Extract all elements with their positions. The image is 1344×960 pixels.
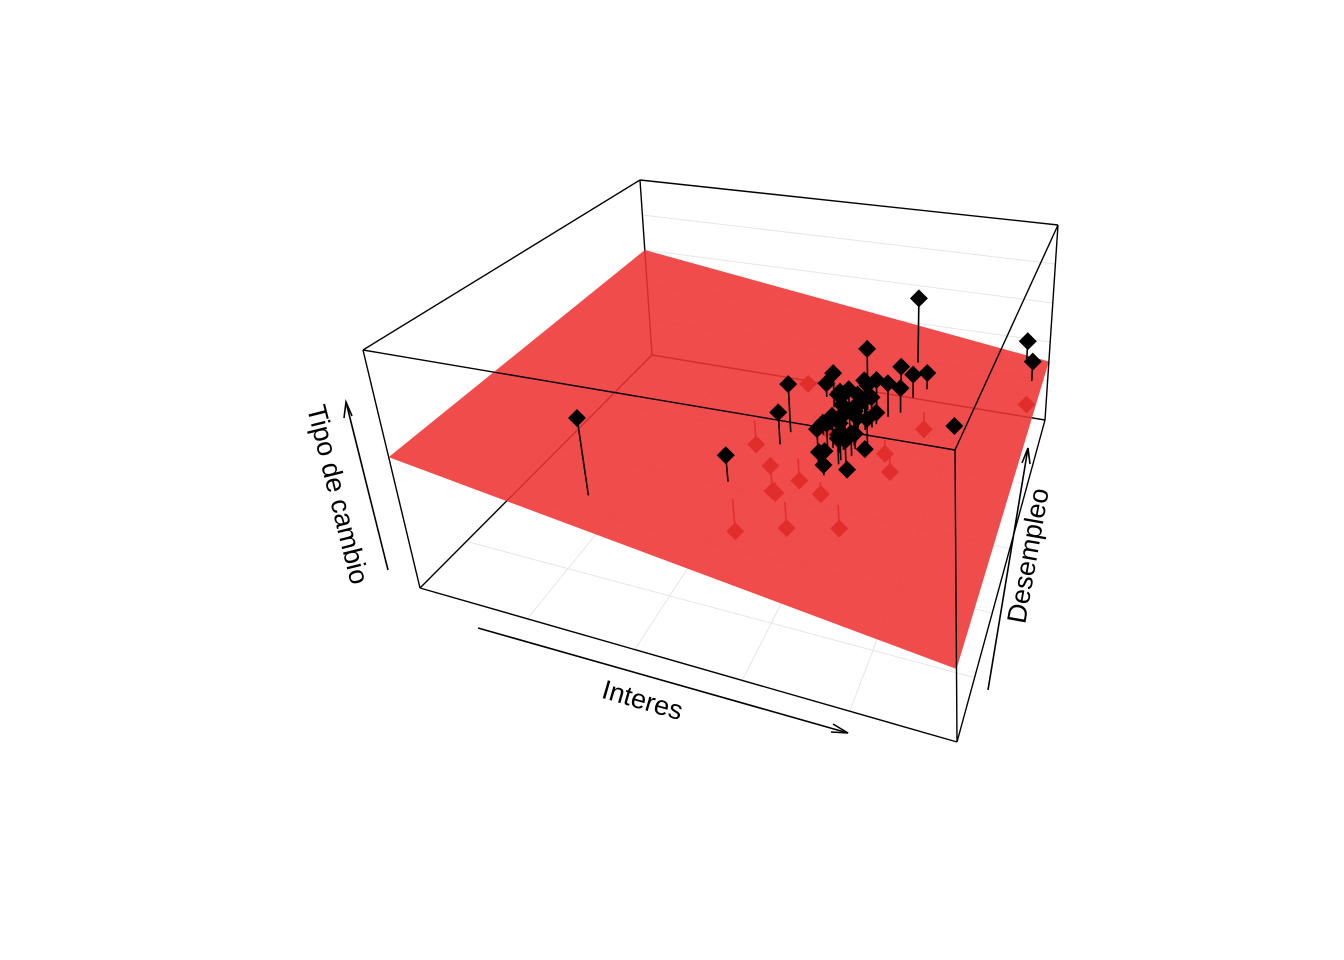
data-point bbox=[891, 379, 910, 398]
data-point bbox=[909, 289, 928, 308]
data-point bbox=[1023, 352, 1042, 371]
data-point bbox=[807, 420, 826, 439]
box-edge bbox=[362, 349, 956, 451]
box-edge bbox=[362, 179, 641, 351]
back-wall-grid-line bbox=[642, 214, 1056, 265]
data-point bbox=[845, 402, 864, 421]
box-edge bbox=[956, 419, 1046, 743]
back-wall-grid-line bbox=[644, 249, 1053, 304]
data-point bbox=[904, 365, 923, 384]
points-above-plane bbox=[568, 289, 1042, 496]
data-point bbox=[838, 460, 857, 479]
regression-plane bbox=[388, 250, 1049, 669]
data-point bbox=[817, 374, 836, 393]
drop-line bbox=[576, 417, 590, 496]
box-edge bbox=[954, 449, 958, 743]
box-front-edges bbox=[362, 179, 1059, 743]
y-axis-arrow bbox=[987, 447, 1031, 691]
data-point bbox=[848, 385, 867, 404]
data-point bbox=[568, 408, 587, 427]
data-point bbox=[835, 384, 854, 403]
data-point bbox=[769, 403, 788, 422]
floor-grid-line bbox=[466, 540, 975, 679]
x-axis-arrow bbox=[477, 627, 849, 734]
box-edge bbox=[1044, 224, 1059, 421]
data-point bbox=[716, 446, 735, 465]
z-axis-arrow bbox=[343, 398, 389, 571]
data-point bbox=[858, 339, 877, 358]
drop-line bbox=[917, 298, 920, 363]
data-point bbox=[1018, 332, 1037, 351]
data-point bbox=[855, 440, 874, 459]
box-edge bbox=[954, 224, 1059, 451]
data-point bbox=[918, 364, 937, 383]
x-axis-title: Interes bbox=[599, 674, 687, 726]
box-edge bbox=[362, 349, 421, 589]
data-point bbox=[945, 416, 964, 435]
box-edge bbox=[419, 587, 958, 743]
z-axis-title: Tipo de cambio bbox=[301, 402, 375, 587]
data-point bbox=[892, 357, 911, 376]
data-point bbox=[830, 414, 849, 433]
data-point bbox=[779, 375, 798, 394]
box-edge bbox=[639, 179, 1059, 226]
